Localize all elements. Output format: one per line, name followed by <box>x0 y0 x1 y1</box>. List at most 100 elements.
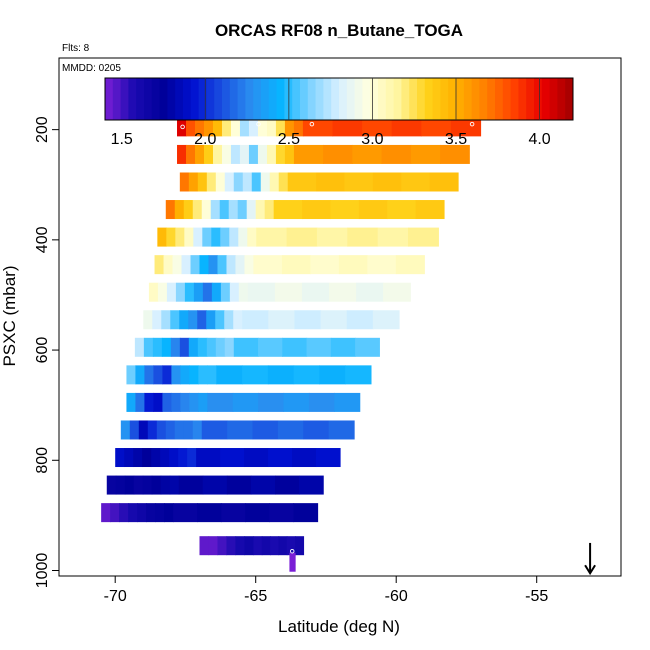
colorbar-cell <box>307 78 317 120</box>
y-axis: 200 400 600 800 1000 <box>34 116 59 588</box>
colorbar-cell <box>557 78 566 120</box>
heatmap-cell <box>232 392 259 412</box>
heatmap-cell <box>180 365 190 385</box>
heatmap-cell <box>106 475 117 495</box>
annotation-marker <box>180 124 185 130</box>
heatmap-cell <box>173 503 198 523</box>
colorbar: 1.5 2.0 2.5 3.0 3.5 4.0 <box>104 77 574 148</box>
date-label: MMDD: 0205 <box>62 63 121 74</box>
heatmap-cell <box>323 144 353 164</box>
heatmap-cell <box>142 475 153 495</box>
colorbar-tick-label: 3.5 <box>445 131 467 148</box>
heatmap-cell <box>199 536 210 556</box>
heatmap-cell <box>338 255 368 275</box>
y-axis-title: PSXC (mbar) <box>0 265 19 366</box>
heatmap-cell <box>230 144 241 164</box>
heatmap-cell <box>115 475 126 495</box>
heatmap-cell <box>175 227 185 247</box>
heatmap-cell <box>415 200 445 220</box>
colorbar-cell <box>253 78 262 120</box>
heatmap-cell <box>155 503 165 523</box>
heatmap-cell <box>197 337 208 357</box>
colorbar-cell <box>565 78 574 120</box>
heatmap-cell <box>210 200 221 220</box>
colorbar-cell <box>151 78 161 120</box>
heatmap-cell <box>148 282 159 302</box>
colorbar-cell <box>440 78 449 120</box>
heatmap-cell <box>401 172 431 192</box>
heatmap-cell <box>257 144 268 164</box>
heatmap-cell <box>177 117 187 137</box>
heatmap-cell <box>229 282 240 302</box>
heatmap-cell <box>275 117 286 137</box>
heatmap-cell <box>165 200 176 220</box>
heatmap-cell <box>172 255 183 275</box>
heatmap-cell <box>267 365 295 385</box>
colorbar-frame <box>104 77 574 121</box>
heatmap-cell <box>157 282 168 302</box>
heatmap-cell <box>197 310 207 330</box>
heatmap-cell <box>208 536 219 556</box>
heatmap-cell <box>242 172 253 192</box>
heatmap-cell <box>157 227 167 247</box>
colorbar-cell <box>456 78 465 120</box>
heatmap-cell <box>207 392 234 412</box>
colorbar-cell <box>401 78 410 120</box>
annotation-marker <box>256 121 261 127</box>
heatmap-cell <box>278 172 289 192</box>
heatmap-cell <box>138 420 149 440</box>
heatmap-cell <box>429 172 459 192</box>
heatmap-cell <box>179 310 189 330</box>
colorbar-cell <box>409 78 418 120</box>
heatmap-cell <box>165 420 176 440</box>
heatmap-cell <box>215 310 225 330</box>
heatmap-cell <box>204 117 214 137</box>
heatmap-cell <box>238 227 248 247</box>
colorbar-cell <box>487 78 496 120</box>
heatmap-cell <box>179 337 190 357</box>
heatmap-cell <box>217 255 228 275</box>
heatmap-cell <box>229 227 239 247</box>
colorbar-cell <box>214 78 223 120</box>
colorbar-cell <box>471 78 480 120</box>
heatmap-cell <box>188 337 199 357</box>
heatmap-cell <box>171 392 181 412</box>
heatmap-cell <box>143 310 153 330</box>
heatmap-cell <box>195 117 205 137</box>
heatmap-cell <box>170 310 180 330</box>
heatmap-cell <box>183 420 194 440</box>
heatmap-cell <box>208 255 219 275</box>
heatmap-cell <box>220 227 230 247</box>
x-tick-label: -70 <box>104 588 127 605</box>
heatmap-cell <box>228 200 239 220</box>
heatmap-cell <box>189 392 199 412</box>
colorbar-cell <box>354 78 363 120</box>
heatmap-cell <box>408 227 439 247</box>
heatmap <box>101 117 482 572</box>
colorbar-cell <box>526 78 535 120</box>
colorbar-cell <box>448 78 457 120</box>
heatmap-cell <box>215 337 226 357</box>
heatmap-cell <box>273 200 303 220</box>
heatmap-cell <box>367 255 397 275</box>
heatmap-cell <box>154 255 165 275</box>
heatmap-cell <box>152 337 163 357</box>
heatmap-cell <box>169 448 179 468</box>
colorbar-cell <box>315 78 324 120</box>
heatmap-cell <box>142 448 152 468</box>
heatmap-cell <box>293 503 319 523</box>
heatmap-cell <box>224 310 234 330</box>
heatmap-cell <box>238 282 249 302</box>
flights-label: Flts: 8 <box>62 43 90 54</box>
heatmap-cell <box>301 282 330 302</box>
colorbar-cell <box>245 78 254 120</box>
heatmap-cell <box>306 337 332 357</box>
heatmap-cell <box>226 255 237 275</box>
heatmap-cell <box>235 536 246 556</box>
heatmap-cell <box>247 227 257 247</box>
heatmap-cell <box>383 282 411 302</box>
heatmap-cell <box>221 503 246 523</box>
heatmap-cell <box>377 227 409 247</box>
heatmap-cell <box>129 420 140 440</box>
heatmap-cell <box>166 282 177 302</box>
